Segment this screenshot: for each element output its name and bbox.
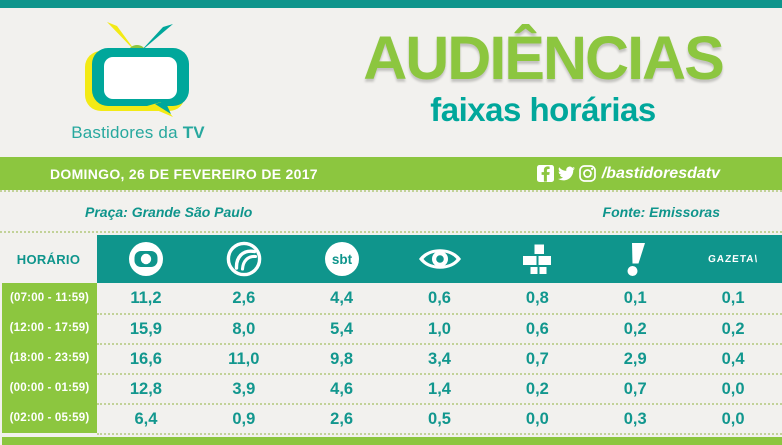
- rating-value: 0,7: [623, 379, 647, 398]
- rating-value: 15,9: [129, 319, 162, 338]
- rating-value: 0,7: [525, 349, 549, 368]
- meta-row: Praça: Grande São Paulo Fonte: Emissoras: [0, 190, 782, 233]
- time-slot-label: (07:00 - 11:59): [9, 292, 90, 304]
- sbt-logo-text: sbt: [332, 252, 353, 267]
- brand-logo-block: Bastidores da TV: [48, 22, 228, 143]
- rating-value: 0,0: [721, 409, 745, 428]
- rating-value: 11,2: [130, 288, 162, 307]
- redetv-logo-icon: [586, 235, 684, 283]
- record-logo-icon: [195, 235, 293, 283]
- horario-header: HORÁRIO: [16, 251, 81, 267]
- gazeta-logo-text: GAZETA\: [707, 253, 759, 265]
- bottom-accent-bar: [2, 437, 782, 445]
- facebook-icon[interactable]: [536, 165, 554, 182]
- rating-value: 0,6: [525, 319, 549, 338]
- twitter-icon[interactable]: [557, 165, 575, 182]
- table-header: HORÁRIO sbt: [0, 235, 782, 283]
- time-slot-label: (02:00 - 05:59): [9, 412, 90, 424]
- rating-value: 16,6: [129, 349, 162, 368]
- bastidores-tv-logo-icon: [63, 22, 213, 122]
- rating-value: 0,6: [428, 288, 451, 307]
- rating-value: 3,9: [232, 379, 256, 398]
- rating-value: 3,4: [428, 349, 451, 368]
- band-logo-icon: [391, 235, 489, 283]
- rating-value: 0,5: [428, 409, 451, 428]
- time-slot-label: (12:00 - 17:59): [9, 322, 90, 334]
- brand-name: Bastidores da TV: [48, 123, 228, 143]
- rating-value: 0,8: [525, 288, 549, 307]
- brand-name-regular: Bastidores da: [71, 123, 178, 142]
- rating-value: 0,1: [721, 288, 745, 307]
- rating-value: 1,4: [428, 379, 451, 398]
- rating-value: 0,3: [623, 409, 647, 428]
- page-title-block: AUDIÊNCIAS faixas horárias: [318, 28, 768, 129]
- globo-logo-icon: [97, 235, 195, 283]
- table-row: 6,4 0,9 2,6 0,5 0,0 0,3 0,0: [97, 403, 782, 433]
- rating-value: 2,6: [232, 288, 256, 307]
- instagram-icon[interactable]: [578, 165, 596, 182]
- rating-value: 0,1: [623, 288, 647, 307]
- rating-value: 8,0: [232, 319, 256, 338]
- rating-value: 0,9: [232, 409, 256, 428]
- rating-value: 4,4: [330, 288, 354, 307]
- rating-value: 12,8: [129, 379, 162, 398]
- rating-value: 0,2: [623, 319, 647, 338]
- rating-value: 0,2: [525, 379, 549, 398]
- table-row: 12,8 3,9 4,6 1,4 0,2 0,7 0,0: [97, 373, 782, 403]
- sbt-logo-icon: sbt: [293, 235, 391, 283]
- rating-value: 9,8: [330, 349, 354, 368]
- social-handle[interactable]: /bastidoresdatv: [601, 164, 720, 182]
- page-title: AUDIÊNCIAS: [363, 24, 725, 92]
- gazeta-logo-icon: GAZETA\: [684, 235, 782, 283]
- table-row: 15,9 8,0 5,4 1,0 0,6 0,2 0,2: [97, 313, 782, 343]
- rating-value: 0,0: [525, 409, 549, 428]
- date-bar: DOMINGO, 26 DE FEVEREIRO DE 2017: [0, 157, 782, 190]
- rating-value: 6,4: [134, 409, 158, 428]
- channel-logo-bar: sbt: [97, 235, 782, 283]
- table-row: 16,6 11,0 9,8 3,4 0,7 2,9 0,4: [97, 343, 782, 373]
- time-slot-label: (18:00 - 23:59): [9, 352, 90, 364]
- table-row: 11,2 2,6 4,4 0,6 0,8 0,1 0,1: [97, 283, 782, 313]
- date-label: DOMINGO, 26 DE FEVEREIRO DE 2017: [50, 165, 318, 182]
- rating-value: 11,0: [228, 349, 260, 368]
- rating-value: 0,0: [721, 379, 745, 398]
- brand-name-bold: TV: [182, 123, 205, 142]
- rating-value: 0,2: [721, 319, 745, 338]
- rating-value: 5,4: [330, 319, 354, 338]
- rating-value: 2,9: [623, 349, 647, 368]
- social-links: /bastidoresdatv: [536, 164, 720, 183]
- top-accent-bar: [0, 0, 782, 8]
- rating-value: 4,6: [330, 379, 354, 398]
- ratings-values: 11,2 2,6 4,4 0,6 0,8 0,1 0,1 15,9 8,0 5,…: [97, 283, 782, 435]
- fonte-label: Fonte: Emissoras: [602, 203, 720, 220]
- ratings-table: (07:00 - 11:59) (12:00 - 17:59) (18:00 -…: [0, 283, 782, 435]
- rating-value: 1,0: [428, 319, 451, 338]
- cultura-logo-icon: [488, 235, 586, 283]
- time-slot-column: (07:00 - 11:59) (12:00 - 17:59) (18:00 -…: [2, 283, 97, 433]
- rating-value: 0,4: [721, 349, 745, 368]
- rating-value: 2,6: [330, 409, 354, 428]
- page-subtitle: faixas horárias: [430, 91, 656, 128]
- time-slot-label: (00:00 - 01:59): [9, 382, 90, 394]
- praca-label: Praça: Grande São Paulo: [85, 203, 253, 220]
